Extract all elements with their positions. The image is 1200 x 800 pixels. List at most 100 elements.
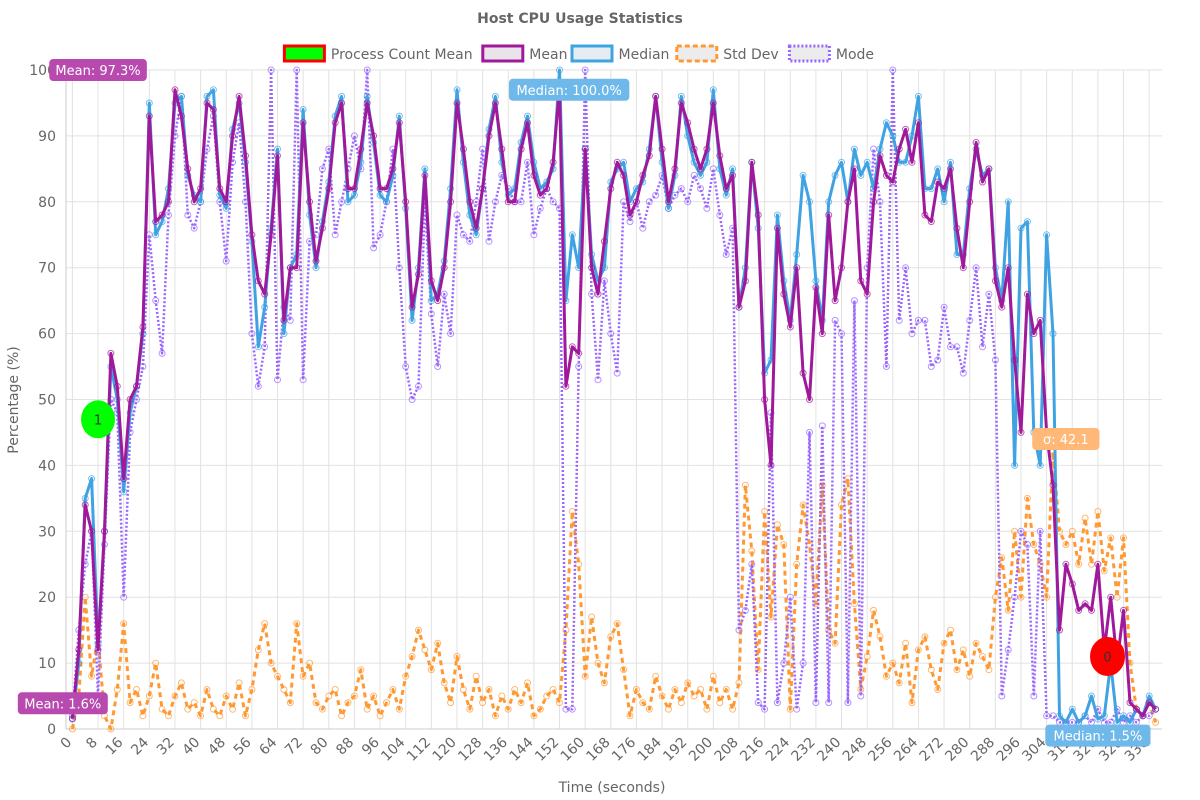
- data-point-std-dev: [293, 620, 301, 628]
- data-point-mean: [517, 145, 525, 153]
- data-point-mode: [408, 396, 416, 403]
- data-point-mode: [902, 264, 910, 272]
- data-point-mode: [786, 593, 794, 601]
- data-point-mean: [331, 119, 339, 127]
- data-point-mode: [895, 316, 903, 324]
- data-point-mode: [697, 185, 704, 193]
- annotation-text: Mean: 1.6%: [24, 697, 101, 712]
- annotations: Mean: 97.3% Median: 100.0% Mean: 1.6% σ: 42…: [17, 59, 1151, 747]
- data-point-median: [677, 92, 685, 100]
- annotation-text: σ: 42.1: [1043, 433, 1089, 448]
- legend-item-median[interactable]: Median: [570, 44, 669, 63]
- x-tick-label: 24: [128, 734, 152, 758]
- legend-item-mean[interactable]: Mean: [481, 44, 568, 63]
- data-point-mean: [979, 178, 986, 186]
- data-point-mean: [427, 277, 435, 285]
- data-point-mode: [825, 699, 833, 707]
- data-point-mode: [222, 257, 230, 265]
- data-point-std-dev: [556, 699, 563, 707]
- data-point-median: [934, 165, 942, 173]
- data-point-median: [408, 316, 416, 324]
- data-point-mean: [415, 270, 422, 278]
- data-point-std-dev: [639, 699, 647, 707]
- data-point-median: [376, 191, 384, 199]
- data-point-mean: [671, 165, 679, 173]
- data-point-mean: [632, 198, 640, 206]
- data-point-mode: [1017, 527, 1025, 535]
- data-point-mode: [466, 237, 474, 245]
- data-point-mode: [350, 132, 358, 140]
- data-point-std-dev: [350, 692, 358, 700]
- data-point-mode: [594, 376, 602, 384]
- x-tick-label: 112: [404, 735, 434, 765]
- data-point-mode: [607, 330, 615, 338]
- data-point-mode: [806, 428, 813, 436]
- legend-swatch: [481, 44, 525, 63]
- y-tick-label: 30: [38, 524, 56, 540]
- legend[interactable]: Process Count Mean Mean Median Std Dev Mode: [282, 44, 874, 63]
- data-point-mean: [562, 382, 570, 390]
- data-point-mean: [357, 145, 365, 153]
- data-point-mean: [485, 132, 493, 140]
- legend-item-mode[interactable]: Mode: [787, 44, 874, 63]
- data-point-std-dev: [748, 547, 756, 555]
- data-point-mean: [799, 369, 807, 377]
- data-point-std-dev: [914, 646, 922, 654]
- data-point-mode: [415, 382, 422, 390]
- annotation-label: Mean: 97.3%: [49, 59, 147, 81]
- data-point-std-dev: [575, 560, 583, 568]
- data-point-median: [812, 277, 820, 285]
- data-point-mode: [985, 290, 993, 298]
- data-point-std-dev: [447, 699, 455, 707]
- data-point-std-dev: [466, 705, 474, 713]
- data-point-mean: [780, 290, 788, 298]
- series-mean: [68, 84, 1160, 722]
- data-point-mean: [850, 165, 858, 173]
- data-point-mean: [389, 165, 397, 173]
- data-point-mode: [716, 211, 724, 219]
- x-tick-label: 288: [968, 735, 998, 765]
- annotation-box: [17, 692, 108, 715]
- data-point-mean: [299, 119, 307, 127]
- data-point-mode: [940, 303, 948, 311]
- x-tick-label: 72: [282, 735, 306, 759]
- data-point-std-dev: [242, 712, 249, 720]
- data-point-mean: [716, 152, 724, 160]
- data-point-std-dev: [870, 606, 878, 614]
- data-point-median: [338, 92, 346, 100]
- chart-title: Host CPU Usage Statistics: [477, 11, 683, 27]
- data-point-median: [472, 231, 480, 239]
- data-point-mean: [395, 119, 403, 127]
- data-point-median: [1056, 712, 1063, 720]
- data-point-std-dev: [511, 686, 519, 693]
- data-point-median: [806, 198, 813, 206]
- data-point-mode: [568, 705, 576, 713]
- data-point-std-dev: [363, 705, 371, 713]
- data-point-std-dev: [318, 705, 326, 713]
- x-tick-label: 256: [865, 734, 895, 764]
- data-point-mode: [991, 356, 999, 364]
- data-point-median: [299, 106, 307, 113]
- data-point-std-dev: [889, 659, 897, 667]
- data-point-mean: [171, 86, 179, 94]
- x-tick-label: 40: [180, 735, 204, 759]
- data-point-mode: [1023, 541, 1031, 548]
- x-tick-label: 128: [455, 735, 485, 765]
- data-point-mean: [1139, 712, 1147, 720]
- x-tick-label: 80: [308, 735, 332, 759]
- data-point-median: [831, 171, 839, 179]
- data-point-mode: [248, 330, 256, 338]
- data-point-median: [850, 145, 858, 153]
- data-point-std-dev: [286, 699, 294, 707]
- legend-swatch: [282, 44, 326, 63]
- series-line-std-dev: [70, 450, 1158, 731]
- data-point-mean: [408, 303, 416, 311]
- legend-item-std-dev[interactable]: Std Dev: [675, 44, 779, 63]
- data-point-mean: [222, 198, 230, 206]
- y-axis-title: Percentage (%): [6, 346, 22, 453]
- data-point-std-dev: [754, 666, 762, 674]
- legend-item-process-count-mean[interactable]: Process Count Mean: [282, 44, 473, 63]
- data-point-mean: [203, 99, 211, 107]
- data-point-mean: [325, 185, 333, 193]
- data-point-std-dev: [158, 705, 166, 713]
